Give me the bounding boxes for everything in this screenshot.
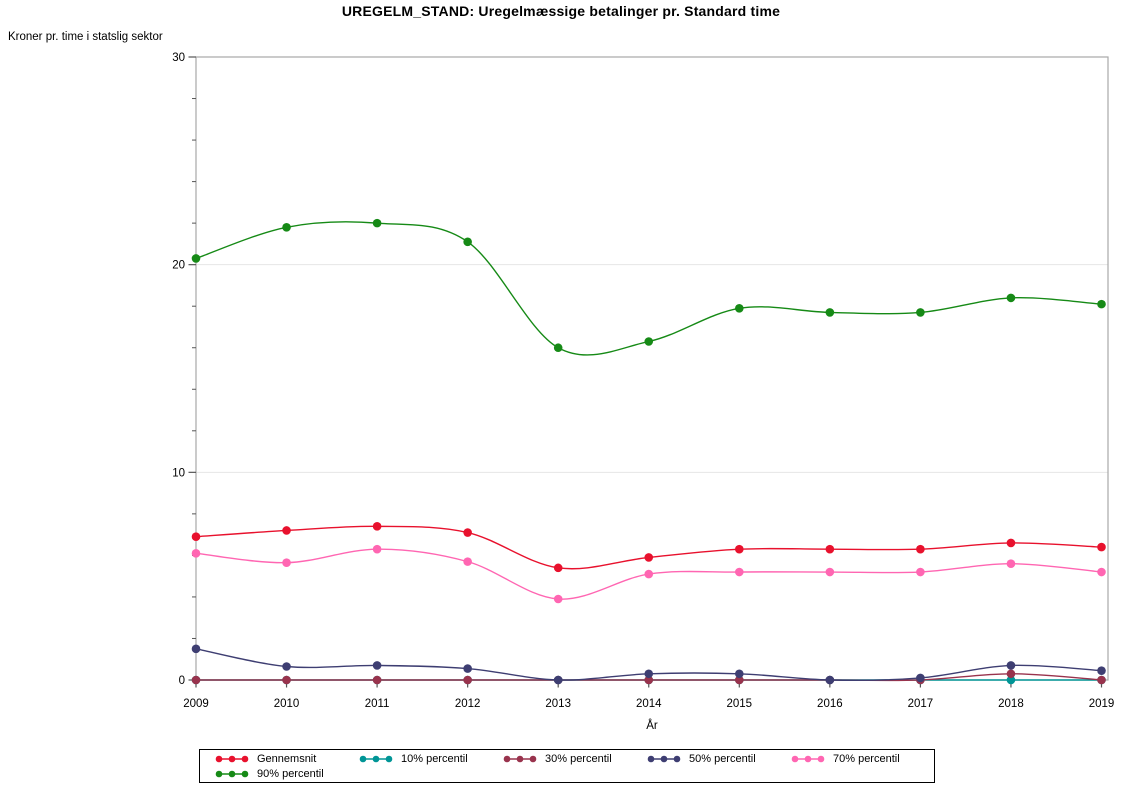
svg-text:2013: 2013 [545, 698, 571, 710]
svg-text:2019: 2019 [1089, 698, 1115, 710]
chart-title: UREGELM_STAND: Uregelmæssige betalinger … [341, 3, 781, 19]
svg-text:2018: 2018 [998, 698, 1024, 710]
legend-series-marker-icon [647, 755, 681, 762]
legend-item-label: 50% percentil [689, 752, 756, 765]
legend-series-marker-icon [791, 755, 825, 762]
svg-text:2012: 2012 [455, 698, 481, 710]
svg-text:2010: 2010 [274, 698, 300, 710]
legend-series-marker-icon [215, 755, 249, 762]
legend-series-marker-icon [503, 755, 537, 762]
svg-text:2016: 2016 [817, 698, 843, 710]
legend-item-label: 30% percentil [545, 752, 612, 765]
x-axis-title: År [646, 720, 658, 732]
svg-text:2009: 2009 [183, 698, 209, 710]
svg-text:2014: 2014 [636, 698, 662, 710]
legend-item: 50% percentil [646, 752, 790, 766]
legend-item-label: 10% percentil [401, 752, 468, 765]
legend-item: 70% percentil [790, 752, 934, 766]
svg-text:30: 30 [172, 52, 185, 64]
legend-item-label: Gennemsnit [257, 752, 317, 765]
legend-item: 10% percentil [358, 752, 502, 766]
svg-text:2011: 2011 [365, 698, 390, 710]
line-chart-svg: 0 10 20 30 2009 2010 2011 2012 2013 2014 2015 2016 2… [172, 52, 1115, 710]
legend-item: 90% percentil [214, 767, 358, 781]
legend-item-label: 70% percentil [833, 752, 900, 765]
legend-item-label: 90% percentil [257, 767, 324, 780]
svg-text:20: 20 [172, 260, 185, 272]
svg-text:0: 0 [179, 675, 185, 687]
legend: Gennemsnit 10% percentil 30% percentil 50% … [199, 749, 935, 783]
svg-text:2015: 2015 [727, 698, 753, 710]
legend-series-marker-icon [215, 770, 249, 777]
legend-item: Gennemsnit [214, 752, 358, 766]
legend-series-marker-icon [359, 755, 393, 762]
legend-item: 30% percentil [502, 752, 646, 766]
svg-text:10: 10 [172, 467, 185, 479]
y-axis-title: Kroner pr. time i statslig sektor [8, 31, 163, 43]
svg-text:2017: 2017 [908, 698, 934, 710]
